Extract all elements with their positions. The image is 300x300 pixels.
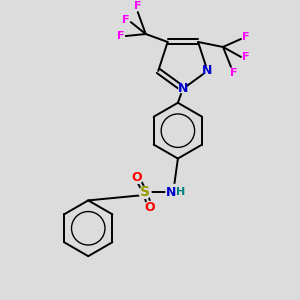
Circle shape bbox=[144, 201, 156, 213]
Text: N: N bbox=[178, 82, 188, 95]
Circle shape bbox=[139, 186, 151, 198]
Circle shape bbox=[166, 184, 182, 200]
Text: N: N bbox=[202, 64, 213, 77]
Text: O: O bbox=[145, 201, 155, 214]
Text: O: O bbox=[132, 171, 142, 184]
Text: H: H bbox=[176, 188, 185, 197]
Circle shape bbox=[179, 85, 187, 93]
Text: F: F bbox=[242, 32, 250, 42]
Text: F: F bbox=[134, 1, 142, 11]
Text: S: S bbox=[140, 185, 150, 200]
Circle shape bbox=[203, 67, 211, 75]
Text: F: F bbox=[122, 15, 130, 25]
Text: N: N bbox=[166, 186, 176, 199]
Text: F: F bbox=[117, 31, 124, 41]
Text: F: F bbox=[242, 52, 250, 62]
Text: F: F bbox=[230, 68, 238, 78]
Circle shape bbox=[131, 172, 143, 184]
